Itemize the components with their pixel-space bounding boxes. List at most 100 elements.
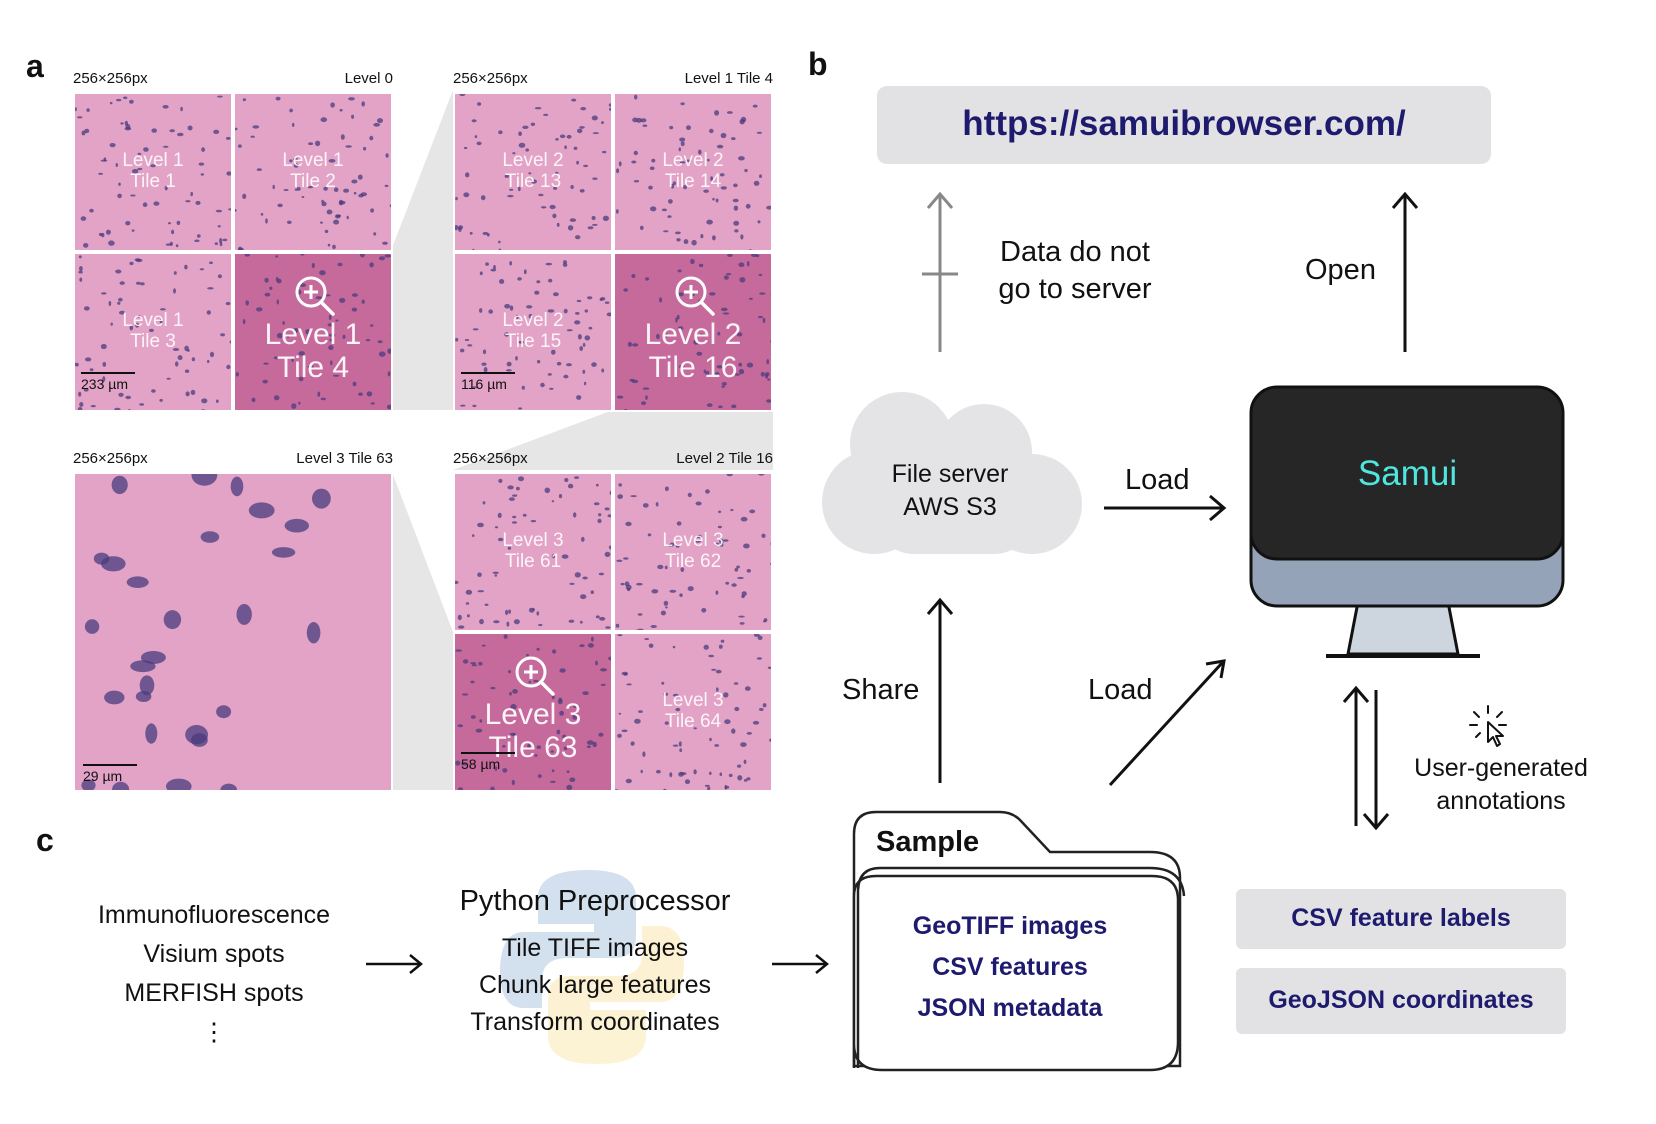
file-server-label: File server AWS S3 bbox=[860, 458, 1040, 524]
tile-label-number: Tile 61 bbox=[504, 551, 562, 572]
tissue-tile[interactable]: Level 3 Tile 61 bbox=[453, 472, 613, 632]
preprocessor-steps: Tile TIFF images Chunk large features Tr… bbox=[430, 930, 760, 1041]
tile-label-number: Tile 1 bbox=[130, 171, 176, 192]
tile-label-number: Tile 62 bbox=[664, 551, 722, 572]
tissue-tile[interactable]: Level 1 Tile 3 bbox=[73, 252, 233, 412]
zoom-in-icon bbox=[513, 654, 557, 698]
sample-title: Sample bbox=[876, 826, 980, 858]
zoomed-tile[interactable]: Level 3 Tile 63 bbox=[453, 632, 613, 792]
url-text[interactable]: https://samuibrowser.com/ bbox=[962, 104, 1406, 143]
share-label: Share bbox=[842, 674, 920, 706]
tile-label-level: Level 1 bbox=[282, 150, 344, 171]
tile-level-label: Level 2 Tile 16 bbox=[676, 450, 773, 467]
tile-label-number: Tile 64 bbox=[664, 711, 722, 732]
input-list: Immunofluorescence Visium spots MERFISH … bbox=[62, 896, 366, 1052]
tile-label: Level 1 Tile 2 bbox=[235, 150, 391, 192]
preprocessor-title: Python Preprocessor bbox=[459, 885, 731, 917]
tile-level-label: Level 3 Tile 63 bbox=[296, 450, 393, 467]
zoom-tile-number: Tile 63 bbox=[488, 731, 578, 764]
scale-bar-label: 58 µm bbox=[461, 756, 501, 772]
tissue-tile[interactable]: Level 3 Tile 62 bbox=[613, 472, 773, 632]
zoom-tile-label: Level 2 Tile 16 bbox=[615, 318, 771, 384]
url-bar[interactable]: https://samuibrowser.com/ bbox=[877, 86, 1491, 164]
tile-size-label: 256×256px bbox=[453, 70, 528, 87]
preprocessor-step: Tile TIFF images bbox=[501, 934, 689, 962]
tile-label: Level 3 Tile 64 bbox=[615, 690, 771, 732]
panel-label-a: a bbox=[26, 48, 44, 84]
monitor-icon bbox=[1249, 385, 1565, 658]
tile-label-number: Tile 14 bbox=[664, 171, 722, 192]
output-label: GeoJSON coordinates bbox=[1268, 986, 1534, 1014]
tissue-tile[interactable]: Level 3 Tile 64 bbox=[613, 632, 773, 792]
tile-label: Level 3 Tile 62 bbox=[615, 530, 771, 572]
zoomed-tile[interactable]: Level 1 Tile 4 bbox=[233, 252, 393, 412]
preprocessor-step: Transform coordinates bbox=[470, 1008, 720, 1036]
zoom-tile-number: Tile 4 bbox=[276, 351, 350, 384]
tile-label-number: Tile 2 bbox=[290, 171, 336, 192]
folder-icon bbox=[852, 810, 1186, 1072]
tile-label: Level 2 Tile 15 bbox=[455, 310, 611, 352]
samui-label[interactable]: Samui bbox=[1357, 454, 1458, 493]
sample-item: JSON metadata bbox=[917, 994, 1103, 1022]
scale-bar-label: 29 µm bbox=[83, 768, 123, 784]
file-server-line-1: File server bbox=[891, 460, 1009, 488]
preprocessor-step: Chunk large features bbox=[478, 971, 712, 999]
tile-label-level: Level 1 bbox=[122, 310, 184, 331]
user-annotations-label: User-generated annotations bbox=[1396, 752, 1606, 818]
input-item-ellipsis: ⋮ bbox=[201, 1018, 227, 1046]
scale-bar-label: 116 µm bbox=[461, 376, 507, 392]
data-note: Data do not go to server bbox=[975, 234, 1175, 308]
tile-label-level: Level 3 bbox=[502, 530, 564, 551]
scale-bar: 29 µm bbox=[83, 764, 137, 784]
python-logo-icon bbox=[500, 870, 684, 1064]
scale-bar-label: 233 µm bbox=[81, 376, 128, 392]
tissue-tile[interactable]: Level 2 Tile 13 bbox=[453, 92, 613, 252]
open-label: Open bbox=[1305, 254, 1376, 286]
tile-level-label: Level 0 bbox=[344, 70, 393, 87]
sample-item: GeoTIFF images bbox=[912, 912, 1108, 940]
user-annotations-line-1: User-generated bbox=[1414, 754, 1588, 782]
tile-size-label: 256×256px bbox=[453, 450, 528, 467]
tile-size-label: 256×256px bbox=[73, 450, 148, 467]
load-label-top: Load bbox=[1125, 464, 1190, 496]
file-server-line-2: AWS S3 bbox=[903, 493, 997, 521]
zoomed-tile[interactable]: Level 2 Tile 16 bbox=[613, 252, 773, 412]
zoom-tile-number: Tile 16 bbox=[648, 351, 738, 384]
scale-bar: 116 µm bbox=[461, 372, 515, 392]
data-note-line-2: go to server bbox=[998, 273, 1152, 305]
cloud-icon bbox=[822, 392, 1082, 554]
tissue-tile[interactable]: Level 1 Tile 2 bbox=[233, 92, 393, 252]
tissue-tile[interactable]: Level 2 Tile 14 bbox=[613, 92, 773, 252]
zoom-tile-label: Level 1 Tile 4 bbox=[235, 318, 391, 384]
sample-items: GeoTIFF images CSV features JSON metadat… bbox=[860, 906, 1160, 1029]
tile-label-level: Level 3 bbox=[662, 530, 724, 551]
tile-label-level: Level 2 bbox=[662, 150, 724, 171]
zoom-in-icon bbox=[293, 274, 337, 318]
input-item: Visium spots bbox=[143, 940, 285, 968]
tile-label-number: Tile 15 bbox=[504, 331, 562, 352]
load-label-diag: Load bbox=[1088, 674, 1153, 706]
zoom-tile-label: Level 3 Tile 63 bbox=[455, 698, 611, 764]
tile-level-label: Level 1 Tile 4 bbox=[684, 70, 773, 87]
tile-label: Level 1 Tile 1 bbox=[75, 150, 231, 192]
tile-label-level: Level 1 bbox=[122, 150, 184, 171]
tile-label-level: Level 2 bbox=[502, 150, 564, 171]
user-annotations-line-2: annotations bbox=[1436, 787, 1566, 815]
input-item: MERFISH spots bbox=[124, 979, 304, 1007]
zoom-tile-level: Level 1 bbox=[264, 318, 362, 351]
output-box-geojson: GeoJSON coordinates bbox=[1236, 968, 1566, 1034]
sample-item: CSV features bbox=[932, 953, 1088, 981]
tissue-tile[interactable]: Level 2 Tile 15 bbox=[453, 252, 613, 412]
scale-bar: 233 µm bbox=[81, 372, 135, 392]
data-note-line-1: Data do not bbox=[1000, 236, 1150, 268]
scale-bar: 58 µm bbox=[461, 752, 515, 772]
tile-label: Level 2 Tile 13 bbox=[455, 150, 611, 192]
tile-label-level: Level 2 bbox=[502, 310, 564, 331]
tile-label: Level 3 Tile 61 bbox=[455, 530, 611, 572]
tissue-tile[interactable]: Level 1 Tile 1 bbox=[73, 92, 233, 252]
tile-size-label: 256×256px bbox=[73, 70, 148, 87]
tile-label-level: Level 3 bbox=[662, 690, 724, 711]
tissue-tile[interactable]: 29 µm bbox=[73, 472, 393, 792]
panel-label-b: b bbox=[808, 46, 828, 82]
